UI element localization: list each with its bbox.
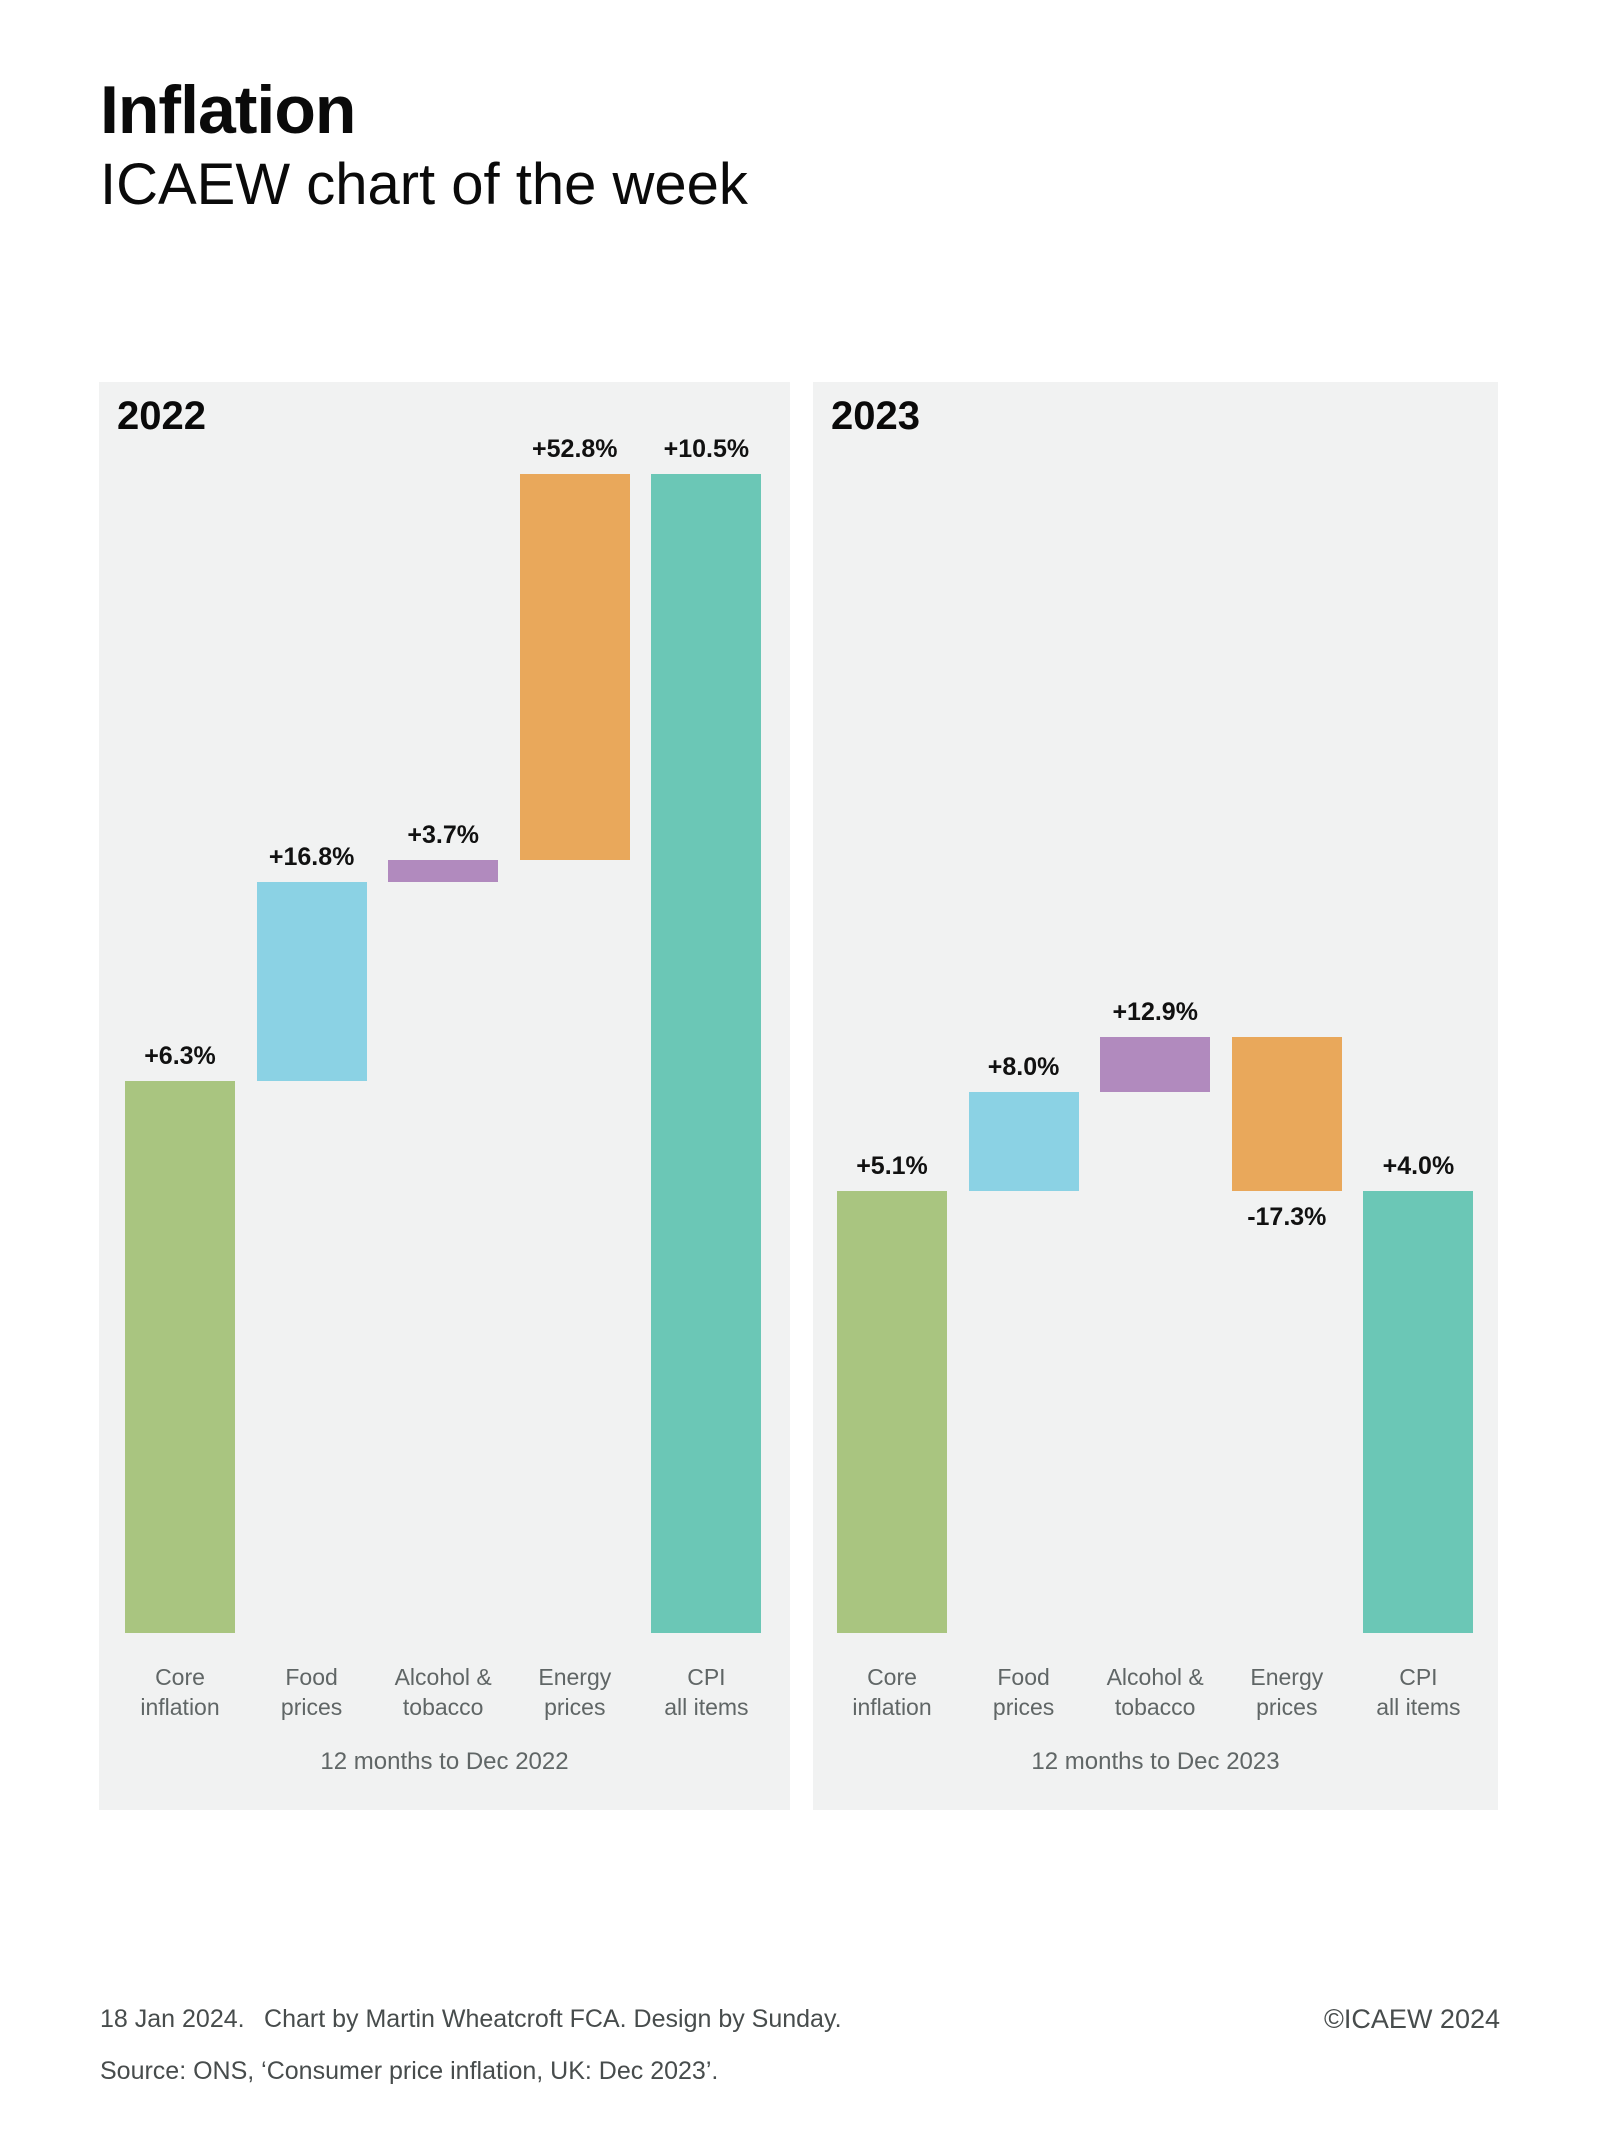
category-label-2022-cpi-all-items: CPI all items [664,1664,749,1720]
value-label-2022-food-prices: +16.8% [268,843,355,872]
category-label-2022-energy-prices: Energy prices [538,1664,612,1720]
category-label-2023-food-prices: Food prices [992,1664,1055,1720]
bar-2023-core-inflation [837,1191,947,1633]
value-label-2023-cpi-all-items: +4.0% [1382,1152,1455,1181]
category-label-2023-alcohol-tobacco: Alcohol & tobacco [1106,1664,1204,1720]
value-label-2023-alcohol-tobacco: +12.9% [1112,997,1198,1026]
value-label-2023-core-inflation: +5.1% [856,1152,928,1181]
category-label-2022-core-inflation: Core inflation [140,1664,220,1720]
category-label-2022-food-prices: Food prices [280,1664,343,1720]
page-title: Inflation [100,72,356,148]
value-label-2023-food-prices: +8.0% [987,1053,1060,1082]
footer-source-line: Source: ONS, ‘Consumer price inflation, … [100,2057,719,2085]
copyright-notice: ©ICAEW 2024 [1324,2004,1500,2034]
category-label-2023-energy-prices: Energy prices [1250,1664,1324,1720]
value-label-2022-energy-prices: +52.8% [532,434,618,463]
page-footer: 18 Jan 2024. Chart by Martin Wheatcroft … [100,1993,842,2097]
x-axis-label-2022: 12 months to Dec 2022 [320,1748,569,1775]
bar-2022-food-prices [256,882,367,1081]
value-label-2023-energy-prices: -17.3% [1247,1203,1327,1232]
bar-2022-core-inflation [125,1081,235,1633]
category-label-2023-cpi-all-items: CPI all items [1376,1664,1461,1720]
chart-panel-2022: 2022 +6.3% Core inflation +16.8% Food price… [99,382,790,1810]
bar-2023-food-prices [968,1092,1079,1192]
page-subtitle: ICAEW chart of the week [100,152,748,217]
bar-2023-alcohol-tobacco [1100,1036,1211,1093]
plot-area-2022: +6.3% Core inflation +16.8% Food prices +3.7… [99,382,790,1810]
x-axis-label-2023: 12 months to Dec 2023 [1031,1748,1280,1775]
page-header: Inflation ICAEW chart of the week [100,72,748,222]
category-label-2022-alcohol-tobacco: Alcohol & tobacco [394,1664,492,1720]
panel-year-label-2022: 2022 [117,394,206,438]
value-label-2022-alcohol-tobacco: +3.7% [407,821,479,850]
panel-year-label-2023: 2023 [831,394,920,438]
bar-2023-energy-prices [1231,1036,1342,1192]
bar-2022-alcohol-tobacco [388,860,499,883]
chart-panel-2023: 2023 +5.1% Core inflation +8.0% Food prices… [813,382,1498,1810]
footer-credit-line: 18 Jan 2024. Chart by Martin Wheatcroft … [100,2005,842,2033]
value-label-2022-cpi-all-items: +10.5% [663,434,750,463]
bar-2023-cpi-all-items [1363,1191,1474,1633]
category-label-2023-core-inflation: Core inflation [852,1664,932,1720]
value-label-2022-core-inflation: +6.3% [144,1042,216,1070]
bar-2022-energy-prices [519,473,630,861]
bar-2022-cpi-all-items [651,473,762,1633]
plot-area-2023: +5.1% Core inflation +8.0% Food prices +12.9… [813,382,1498,1810]
